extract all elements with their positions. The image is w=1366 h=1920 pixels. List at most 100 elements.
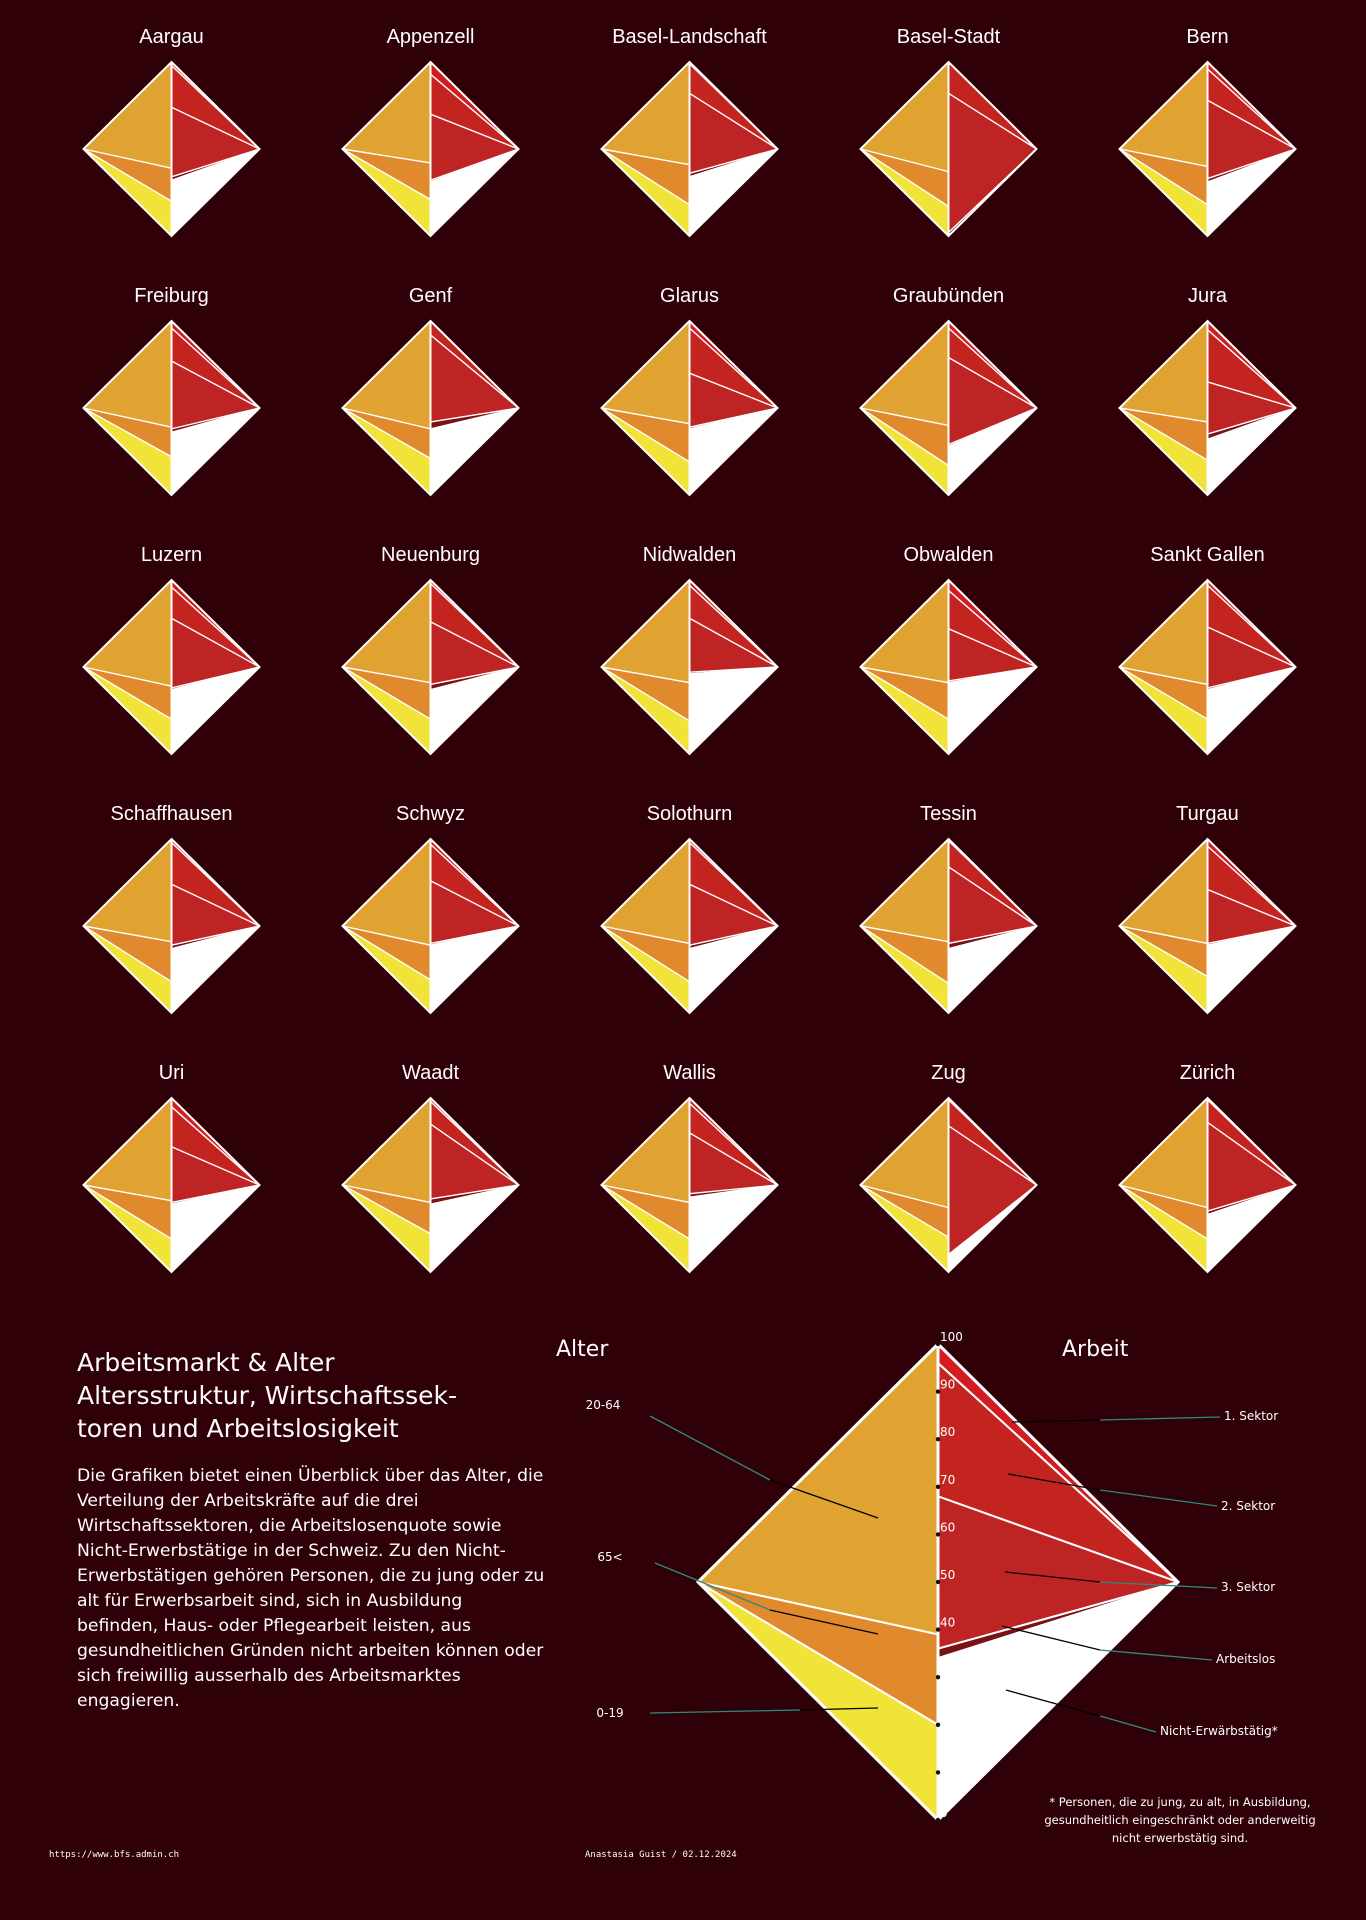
canton-chart: Luzern: [42, 518, 301, 777]
canton-sector-2: [430, 583, 519, 667]
canton-diamond: [600, 60, 779, 238]
canton-work-divider: [1207, 407, 1296, 440]
canton-title: Wallis: [663, 1062, 716, 1084]
canton-work-divider: [689, 617, 778, 668]
canton-work-divider: [689, 92, 778, 150]
canton-outline: [341, 60, 520, 238]
canton-outline: [1118, 1096, 1297, 1274]
canton-age-20-64: [83, 580, 172, 687]
canton-work-divider: [1207, 407, 1296, 435]
canton-title: Glarus: [660, 285, 719, 307]
legend-title-arbeit: Arbeit: [1062, 1337, 1129, 1362]
canton-chart: Basel-Landschaft: [560, 0, 819, 259]
axis-tick-dot: [935, 1675, 941, 1680]
canton-work-divider: [430, 334, 519, 409]
axis-tick-label: 80: [940, 1425, 955, 1439]
leader-line: [654, 1562, 771, 1611]
canton-outline: [859, 60, 1038, 238]
canton-age-divider: [601, 148, 690, 166]
axis-tick-label: 100: [940, 1330, 963, 1344]
canton-age-65-plus: [342, 408, 431, 459]
canton-diamond: [341, 319, 520, 497]
canton-outline: [600, 319, 779, 497]
canton-title: Genf: [408, 285, 453, 307]
canton-age-20-64: [860, 62, 949, 172]
legend-work-divider: [937, 1580, 1179, 1650]
canton-work-divider: [171, 407, 260, 430]
canton-title: Graubünden: [892, 285, 1005, 307]
canton-sector-3: [689, 1132, 778, 1194]
canton-age-20-64: [860, 580, 949, 683]
canton-title: Sankt Gallen: [1150, 544, 1265, 566]
work-label: 1. Sektor: [1224, 1409, 1278, 1423]
canton-outline: [859, 578, 1038, 756]
canton-work-divider: [430, 1184, 519, 1200]
canton-chart: Tessin: [819, 777, 1078, 1036]
canton-age-20-64: [1119, 839, 1208, 944]
canton-outline: [859, 319, 1038, 497]
canton-chart: Freiburg: [42, 259, 301, 518]
headline-line-3: toren und Arbeitslosigkeit: [77, 1414, 399, 1443]
canton-work-divider: [1207, 925, 1296, 945]
axis-tick-dot: [935, 1770, 941, 1775]
axis-tick-dot: [935, 1341, 941, 1347]
canton-work-divider: [430, 148, 519, 181]
canton-outline: [82, 60, 261, 238]
canton-age-divider: [860, 666, 949, 720]
canton-diamond: [341, 60, 520, 238]
canton-sector-3: [171, 107, 260, 177]
axis-tick-label: 60: [940, 1520, 955, 1534]
canton-sector-3: [689, 373, 778, 428]
canton-title: Aargau: [139, 26, 204, 48]
canton-sector-3: [171, 1146, 260, 1203]
canton-diamond: [82, 578, 261, 756]
headline-line-2: Altersstruktur, Wirtschaftssek-: [77, 1381, 458, 1410]
canton-title: Schwyz: [396, 803, 465, 825]
canton-age-divider: [860, 666, 949, 684]
canton-work-divider: [948, 92, 1037, 150]
canton-work-divider: [171, 666, 260, 689]
canton-title: Nidwalden: [642, 544, 737, 566]
canton-age-20-64: [601, 839, 690, 944]
legend-work-divider: [937, 1580, 1179, 1660]
canton-sector-3: [430, 334, 519, 422]
canton-diamond: [82, 319, 261, 497]
canton-outline: [1118, 60, 1297, 238]
canton-outline: [1118, 319, 1297, 497]
axis-tick-label: 50: [940, 1568, 955, 1582]
canton-outline: [1118, 837, 1297, 1015]
axis-tick-label: 20: [940, 1711, 955, 1725]
leader-line: [1099, 1416, 1221, 1421]
canton-sector-3: [948, 866, 1037, 944]
axis-tick-label: 0: [940, 1806, 948, 1820]
canton-age-divider: [342, 407, 431, 460]
canton-sector-3: [948, 93, 1037, 233]
axis-tick-label: 40: [940, 1616, 955, 1630]
canton-outline: [1118, 578, 1297, 756]
canton-work-divider: [948, 925, 1037, 945]
canton-diamond: [1118, 319, 1297, 497]
canton-age-divider: [1119, 666, 1208, 720]
canton-sector-2: [430, 844, 519, 926]
canton-title: Uri: [158, 1062, 185, 1084]
canton-grid: Aargau Appenzell Basel-Landschaft Basel-Sta…: [42, 0, 1337, 1274]
canton-work-divider: [430, 73, 519, 150]
canton-age-20-64: [83, 62, 172, 169]
canton-chart: Sankt Gallen: [1078, 518, 1337, 777]
canton-age-divider: [601, 407, 690, 463]
canton-diamond: [1118, 60, 1297, 238]
canton-age-divider: [1119, 148, 1208, 168]
canton-age-divider: [601, 1184, 690, 1240]
canton-work-divider: [948, 589, 1037, 668]
work-label: 3. Sektor: [1221, 1580, 1275, 1594]
canton-work-divider: [1207, 626, 1296, 668]
canton-work-divider: [171, 148, 260, 178]
canton-age-20-64: [1119, 1098, 1208, 1208]
canton-work-divider: [1207, 148, 1296, 180]
axis-tick-dot: [935, 1532, 941, 1537]
canton-diamond: [82, 60, 261, 238]
canton-diamond: [859, 60, 1038, 238]
leader-line: [769, 1609, 879, 1635]
canton-work-divider: [1207, 666, 1296, 689]
canton-work-divider: [171, 1106, 260, 1186]
